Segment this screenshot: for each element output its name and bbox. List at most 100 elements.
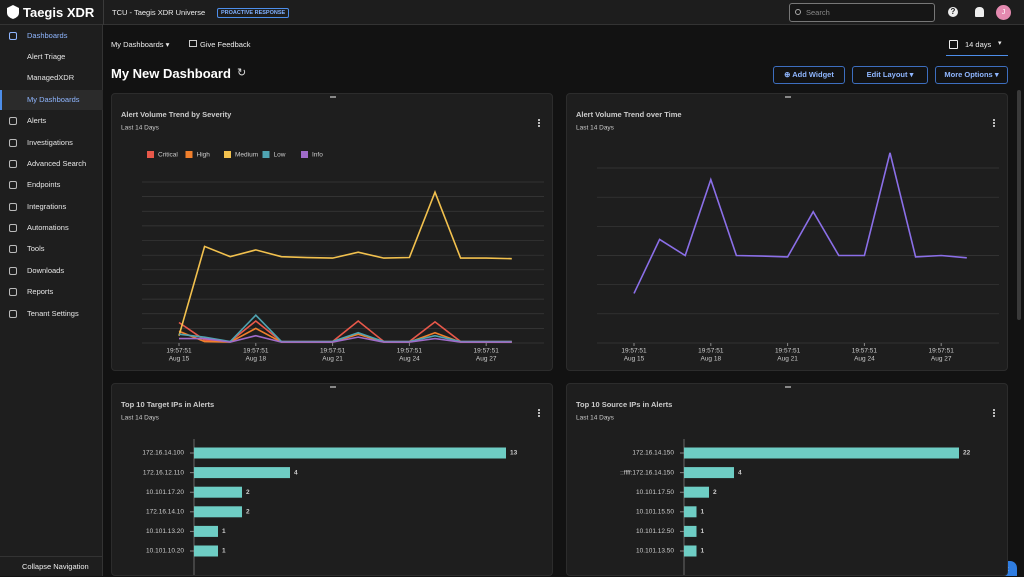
nav-item[interactable]: Reports xyxy=(0,282,103,302)
legend-swatch xyxy=(147,151,154,158)
legend-label: Medium xyxy=(235,152,258,159)
nav-item[interactable]: Endpoints xyxy=(0,175,103,195)
bar xyxy=(194,486,242,498)
refresh-icon[interactable]: ↻ xyxy=(237,67,247,79)
legend-label: Info xyxy=(312,152,323,159)
value-label: 2 xyxy=(246,489,250,496)
value-label: 4 xyxy=(294,469,298,476)
x-tick-label: Aug 18 xyxy=(700,356,721,363)
nav-item[interactable]: Tools xyxy=(0,239,103,259)
x-tick-label: Aug 27 xyxy=(931,356,952,363)
value-label: 4 xyxy=(738,469,742,476)
x-tick-label: 19:57:51 xyxy=(320,348,346,355)
nav-item[interactable]: Downloads xyxy=(0,261,103,281)
widget-subtitle: Last 14 Days xyxy=(121,125,160,132)
nav-item[interactable]: Integrations xyxy=(0,197,103,217)
logo[interactable]: Taegis XDR xyxy=(23,5,95,20)
legend-label: Critical xyxy=(158,152,178,159)
nav-icon xyxy=(9,203,17,211)
nav-item[interactable]: ManagedXDR xyxy=(0,68,103,88)
y-tick-label: 10.101.17.20 xyxy=(146,489,184,496)
collapse-navigation[interactable]: Collapse Navigation xyxy=(0,556,103,576)
help-icon[interactable]: ? xyxy=(948,7,958,17)
kebab-dot xyxy=(538,415,540,417)
avatar[interactable]: J xyxy=(996,5,1011,20)
y-tick-label: 10.101.12.50 xyxy=(636,528,674,535)
nav-icon xyxy=(9,32,17,40)
button-label: Add Widget xyxy=(792,70,834,79)
add-widget-button[interactable]: ⊕ Add Widget xyxy=(773,66,845,84)
legend-swatch xyxy=(262,151,270,158)
kebab-menu[interactable] xyxy=(538,409,540,417)
nav-icon xyxy=(9,224,17,232)
edit-layout-button[interactable]: Edit Layout ▾ xyxy=(852,66,928,84)
legend-label: Low xyxy=(274,152,286,159)
button-label: More Options xyxy=(944,70,993,79)
y-tick-label: 10.101.13.50 xyxy=(636,548,674,555)
x-tick-label: Aug 24 xyxy=(854,356,875,363)
my-dashboards-menu[interactable]: My Dashboards ▾ xyxy=(111,40,170,49)
bar xyxy=(684,506,697,518)
give-feedback[interactable]: Give Feedback xyxy=(200,40,251,49)
y-tick-label: 172.16.14.150 xyxy=(632,450,674,457)
nav-item[interactable]: Automations xyxy=(0,218,103,238)
search-icon xyxy=(795,9,801,15)
nav-item[interactable]: Dashboards xyxy=(0,26,103,46)
widget-title: Alert Volume Trend over Time xyxy=(576,110,682,119)
value-label: 2 xyxy=(713,489,717,496)
bar xyxy=(194,467,290,479)
bar xyxy=(684,545,697,557)
legend-swatch xyxy=(301,151,308,158)
kebab-dot xyxy=(993,412,995,414)
nav-label: Integrations xyxy=(27,202,67,211)
widget-chart: Top 10 Target IPs in Alerts Last 14 Days 1… xyxy=(121,386,540,575)
nav-label: Advanced Search xyxy=(27,159,87,168)
scrollbar[interactable] xyxy=(1017,90,1021,320)
nav-item[interactable]: Alerts xyxy=(0,111,103,131)
nav-icon xyxy=(9,117,17,125)
legend-swatch xyxy=(185,151,193,158)
kebab-dot xyxy=(993,409,995,411)
drag-handle xyxy=(785,96,791,98)
series-line xyxy=(179,334,512,343)
x-tick-label: 19:57:51 xyxy=(852,348,878,355)
bar xyxy=(194,506,242,518)
tenant-name[interactable]: TCU - Taegis XDR Universe xyxy=(112,8,206,17)
nav-item[interactable]: Alert Triage xyxy=(0,47,103,67)
widget-chart: Top 10 Source IPs in Alerts Last 14 Days 1… xyxy=(576,386,995,575)
bell-icon[interactable] xyxy=(975,7,984,17)
nav-item[interactable]: Investigations xyxy=(0,133,103,153)
date-range[interactable]: 14 days ▾ xyxy=(946,36,1008,56)
kebab-menu[interactable] xyxy=(538,119,540,127)
value-label: 22 xyxy=(963,450,971,457)
kebab-menu[interactable] xyxy=(993,119,995,127)
nav-icon xyxy=(9,267,17,275)
nav-label: Tools xyxy=(27,244,45,253)
kebab-dot xyxy=(993,415,995,417)
nav-item[interactable]: Tenant Settings xyxy=(0,304,103,324)
nav-icon xyxy=(9,288,17,296)
nav-icon xyxy=(9,245,17,253)
nav-label: Reports xyxy=(27,287,54,296)
nav-label: Automations xyxy=(27,223,69,232)
more-options-button[interactable]: More Options ▾ xyxy=(935,66,1008,84)
nav-item[interactable]: My Dashboards xyxy=(0,90,103,110)
x-tick-label: Aug 15 xyxy=(169,356,190,363)
widget: Top 10 Target IPs in Alerts Last 14 Days 1… xyxy=(111,383,553,576)
nav-item[interactable]: Advanced Search xyxy=(0,154,103,174)
kebab-menu[interactable] xyxy=(993,409,995,417)
x-tick-label: Aug 21 xyxy=(322,356,343,363)
kebab-dot xyxy=(993,122,995,124)
divider xyxy=(103,0,104,25)
drag-handle xyxy=(330,96,336,98)
menu-label: My Dashboards xyxy=(111,40,164,49)
nav-label: Downloads xyxy=(27,266,65,275)
widget-title: Alert Volume Trend by Severity xyxy=(121,110,232,119)
y-tick-label: 10.101.15.50 xyxy=(636,509,674,516)
widget: Top 10 Source IPs in Alerts Last 14 Days 1… xyxy=(566,383,1008,576)
badge: PROACTIVE RESPONSE xyxy=(217,8,290,18)
legend-label: High xyxy=(197,152,211,159)
dashboard-title: My New Dashboard xyxy=(111,66,231,81)
search-box[interactable]: Search xyxy=(789,3,935,22)
